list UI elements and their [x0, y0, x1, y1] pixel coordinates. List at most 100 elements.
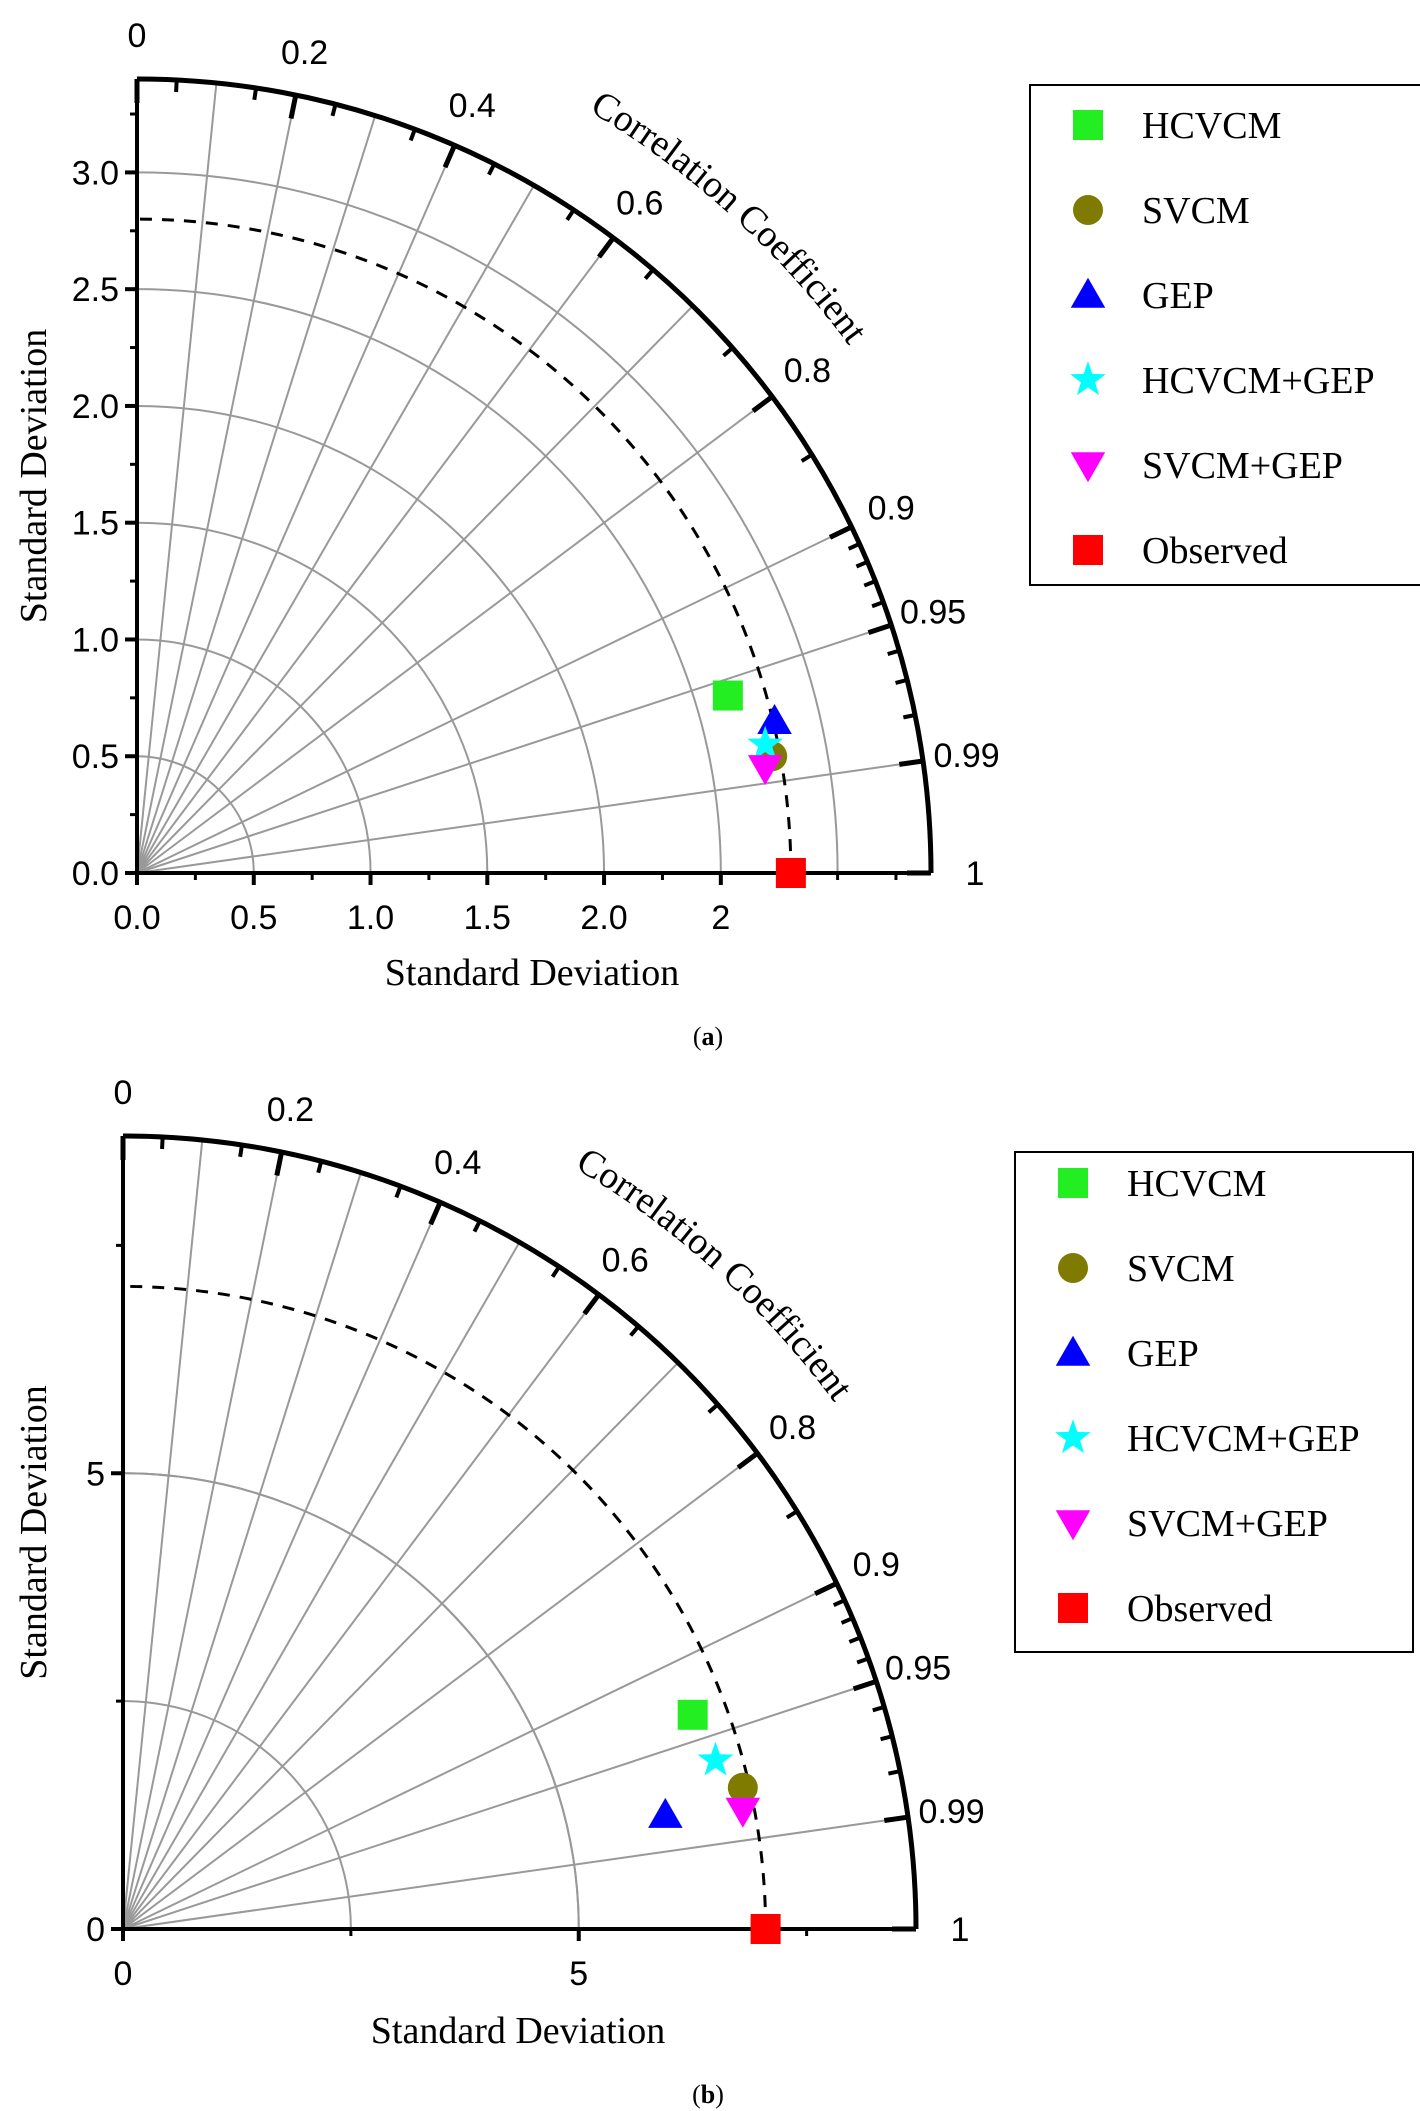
correlation-line [122, 1452, 759, 1930]
legend: HCVCM SVCM GEP HCVCM+GEP SVCM+GEP Observed [1014, 1151, 1414, 1653]
arc-minor-tick [722, 346, 734, 358]
reference-std-arc [122, 1284, 768, 1930]
x-axis-title: Standard Deviation [385, 952, 679, 994]
arc-major-tick [883, 1814, 909, 1823]
x-tick-label: 1.5 [464, 899, 511, 937]
legend-marker [1055, 1419, 1091, 1454]
arc-minor-tick [160, 1136, 165, 1150]
arc-major-tick [814, 1581, 838, 1597]
legend-entry: HCVCM [1127, 1163, 1266, 1205]
y-tick-label: 0.5 [72, 738, 119, 776]
arc-minor-tick [847, 541, 861, 551]
std-ring [136, 638, 372, 874]
arc-minor-tick [394, 1185, 403, 1199]
legend-box [1029, 84, 1420, 586]
y-tick-label: 1.5 [72, 505, 119, 543]
taylor-panel-a: 0 0.2 0.4 0.6 0.8 0.9 0.95 0.99 1 0.0 0.5 1.0 1.5 2.0… [13, 17, 1420, 1051]
arc-minor-tick [643, 268, 655, 281]
legend-marker [1058, 1593, 1088, 1623]
correlation-line [136, 305, 694, 874]
outer-arc [122, 1133, 919, 1930]
arc-minor-tick [832, 1598, 846, 1608]
arc-major-tick [274, 1151, 285, 1177]
correlation-tick-label: 0.4 [449, 87, 496, 125]
arc-minor-tick [330, 103, 338, 117]
correlation-tick-label: 0.2 [267, 1091, 314, 1129]
std-ring [136, 404, 606, 874]
arc-minor-tick [880, 1734, 893, 1742]
legend-marker [1055, 1510, 1091, 1541]
arc-major-tick [828, 524, 853, 540]
y-tick-label: 0 [86, 1911, 105, 1949]
legend: HCVCM SVCM GEP HCVCM+GEP SVCM+GEP Observed [1029, 84, 1420, 586]
arc-minor-tick [785, 1509, 799, 1520]
y-tick-label: 2.0 [72, 388, 119, 426]
correlation-line [136, 82, 218, 874]
y-tick-label: 0.0 [72, 855, 119, 893]
correlation-tick-label: 0.9 [853, 1546, 900, 1584]
correlation-tick-label: 0.9 [868, 490, 915, 528]
correlation-tick-label: 1 [966, 855, 985, 893]
correlation-tick-label: 0.95 [885, 1650, 951, 1688]
legend-marker [1055, 1335, 1091, 1366]
reference-std-arc [136, 217, 793, 874]
legend-marker [1073, 110, 1103, 140]
correlation-line [136, 184, 535, 874]
data-point-observed [750, 1914, 781, 1944]
arc-major-tick [597, 236, 616, 259]
x-tick-label: 2.0 [580, 899, 627, 937]
arc-major-tick [867, 622, 893, 635]
correlation-line [136, 237, 615, 874]
data-point-hcvcm [712, 680, 743, 711]
correlation-tick-label: 0.8 [784, 352, 831, 390]
arc-minor-tick [565, 208, 576, 222]
arc-minor-tick [550, 1265, 561, 1278]
legend-marker [1058, 1168, 1088, 1198]
correlation-line [136, 526, 853, 874]
correlation-tick-label: 0.99 [934, 737, 1000, 775]
correlation-tick-label: 1 [951, 1911, 970, 1949]
arc-major-tick [288, 94, 299, 120]
legend-entry: GEP [1127, 1333, 1199, 1375]
arc-minor-tick [855, 559, 869, 569]
x-axis-title: Standard Deviation [371, 2010, 665, 2052]
data-point-hcvcm [677, 1699, 708, 1730]
arc-minor-tick [848, 1635, 862, 1644]
correlation-line [136, 624, 892, 874]
arc-minor-tick [252, 87, 259, 101]
correlation-line [122, 1293, 600, 1930]
legend-entry: Observed [1127, 1588, 1273, 1630]
legend-entry: HCVCM+GEP [1127, 1418, 1360, 1460]
arc-minor-tick [840, 1616, 854, 1625]
panel-caption: (b) [692, 2080, 724, 2109]
correlation-line [122, 1201, 442, 1930]
arc-major-tick [442, 144, 457, 169]
data-point-hcvcm-plus-gep [747, 725, 784, 760]
correlation-line [122, 1139, 204, 1930]
legend-entry: SVCM+GEP [1142, 445, 1343, 487]
arc-major-tick [898, 758, 924, 767]
correlation-tick-label: 0 [114, 1074, 133, 1112]
std-ring [136, 521, 489, 874]
legend-entry: Observed [1142, 530, 1288, 572]
x-tick-label: 0.5 [230, 899, 277, 937]
x-tick-label: 2 [711, 899, 730, 937]
std-ring [136, 171, 839, 874]
y-axis-title: Standard Deviation [13, 1385, 55, 1679]
correlation-tick-label: 0.4 [434, 1144, 481, 1182]
correlation-tick-label: 0.6 [616, 185, 663, 223]
arc-major-tick [852, 1679, 878, 1692]
correlation-tick-label: 0.8 [769, 1409, 816, 1447]
std-ring [122, 1700, 352, 1930]
arc-minor-tick [408, 128, 417, 142]
arc-minor-tick [629, 1325, 640, 1337]
y-axis-title: Standard Deviation [13, 329, 55, 623]
legend-marker [1070, 277, 1106, 308]
legend-entry: HCVCM+GEP [1142, 360, 1375, 402]
arc-major-tick [736, 1451, 759, 1470]
arc-minor-tick [800, 453, 813, 463]
legend-entry: SVCM+GEP [1127, 1503, 1328, 1545]
arc-minor-tick [871, 600, 885, 609]
data-point-svcm-plus-gep [747, 755, 783, 786]
correlation-line [122, 1241, 521, 1930]
